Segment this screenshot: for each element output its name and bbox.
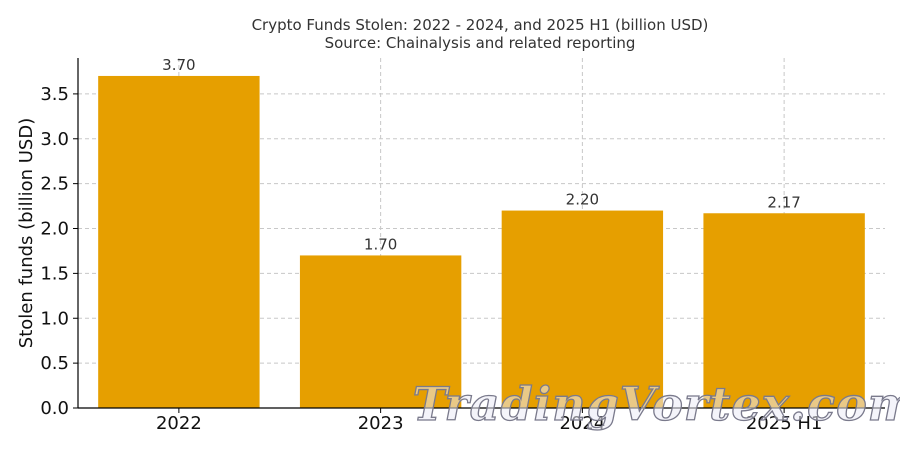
bar-value-label: 3.70 [162,56,195,74]
bar [501,210,664,408]
y-tick-label: 2.5 [40,174,69,195]
data-labels: 3.70 1.70 2.20 2.17 [162,56,801,253]
y-tick-label: 1.0 [40,308,69,329]
bar [299,255,462,408]
watermark-logo: TradingVortex.com [413,377,900,431]
bars [98,75,865,408]
bar-value-label: 2.17 [767,193,800,211]
y-axis-label: Stolen funds (billion USD) [16,118,37,348]
chart-title: Crypto Funds Stolen: 2022 - 2024, and 20… [252,16,709,34]
y-tick-label: 0.0 [40,398,69,419]
x-tick-label: 2023 [358,413,404,434]
x-tick-label: 2024 [559,413,605,434]
x-tick-label: 2022 [156,413,202,434]
y-tick-label: 2.0 [40,219,69,240]
y-tick-label: 3.0 [40,129,69,150]
bar [703,213,865,408]
bar-value-label: 2.20 [566,191,599,209]
y-tick-label: 3.5 [40,84,69,105]
y-tick-label: 1.5 [40,263,69,284]
bar [98,75,260,408]
axes: 0.0 0.5 1.0 1.5 2.0 2.5 3.0 3.5 2022 2023 2024 2025… [40,58,885,434]
chart-subtitle: Source: Chainalysis and related reportin… [325,34,636,52]
x-tick-label: 2025 H1 [746,413,823,434]
y-tick-label: 0.5 [40,353,69,374]
bar-value-label: 1.70 [364,235,397,253]
